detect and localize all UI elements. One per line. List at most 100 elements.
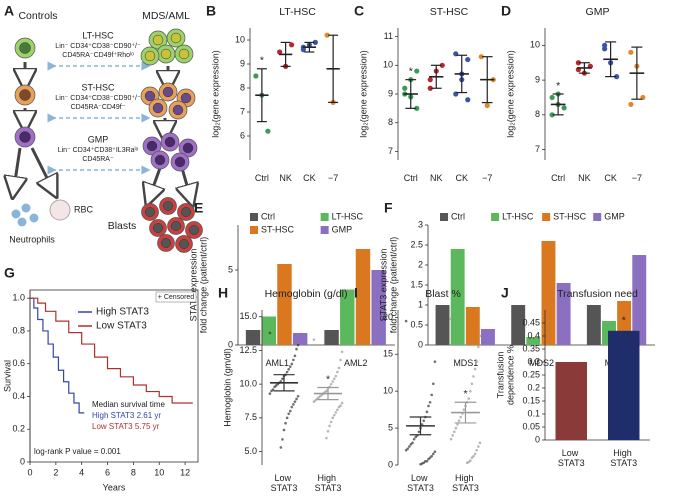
x-tick-label: AML2	[344, 358, 368, 368]
x-tick-label: High STAT3	[452, 473, 479, 493]
data-point	[273, 385, 276, 389]
data-point	[470, 382, 474, 386]
data-point	[329, 420, 333, 424]
data-point	[417, 430, 421, 434]
nucleus	[146, 140, 158, 152]
data-point	[433, 450, 437, 454]
censor-label: + Censored	[158, 294, 194, 301]
y-tick-label: 5	[388, 422, 393, 432]
data-point	[575, 60, 581, 66]
legend-swatch	[250, 226, 258, 234]
x-tick-label: −7	[482, 173, 492, 183]
significance: *	[409, 65, 413, 77]
data-point	[628, 49, 634, 55]
x-tick-label: 2	[53, 467, 58, 477]
chart-title: LT-HSC	[279, 6, 316, 18]
bar	[608, 330, 640, 440]
right-title: MDS/AML	[142, 10, 190, 22]
y-tick-label: 1.5	[410, 279, 423, 289]
x-tick-label: 6	[105, 467, 110, 477]
bar	[340, 289, 355, 345]
data-point	[336, 408, 339, 412]
y-axis-label: Hemoglobin (gm/dl)	[222, 348, 232, 427]
bar	[245, 330, 261, 345]
data-point	[414, 435, 418, 439]
data-point	[337, 405, 341, 409]
nucleus	[19, 131, 31, 143]
significance: *	[326, 373, 330, 385]
y-tick-label: 5	[228, 264, 233, 274]
population-markers: CD45RA⁻	[82, 156, 114, 163]
bar	[541, 241, 556, 345]
y-tick-label: 10	[235, 34, 245, 44]
x-tick-label: Ctrl	[255, 173, 269, 183]
data-point	[331, 416, 334, 420]
x-tick-label: CK	[455, 173, 468, 183]
data-point	[456, 423, 459, 426]
data-point	[462, 408, 466, 411]
data-point	[427, 85, 433, 91]
y-tick-label: 0.6	[12, 358, 25, 368]
data-point	[427, 77, 433, 83]
y-tick-label: 0.4	[12, 391, 25, 401]
censor-box	[155, 291, 197, 303]
data-point	[420, 423, 424, 426]
rbc-cell	[49, 199, 71, 221]
y-tick-label: 8	[535, 109, 540, 119]
data-point	[332, 413, 336, 417]
chart-title: Blast %	[425, 288, 461, 300]
p-value: log-rank P value = 0.001	[34, 447, 121, 456]
population-markers: Lin⁻ CD34⁺CD38⁻CD90⁺/⁻	[55, 43, 141, 50]
data-point	[425, 410, 429, 414]
nucleus	[163, 201, 173, 211]
data-point	[334, 374, 338, 378]
legend-label: Ctrl	[261, 211, 275, 221]
y-axis-label: log₂(gene expression)	[210, 50, 220, 138]
panel-letter: E	[194, 200, 203, 216]
y-tick-label: 0.8	[12, 325, 25, 335]
data-point	[281, 377, 284, 381]
data-point	[614, 74, 620, 80]
y-tick-label: 0.45	[522, 317, 540, 327]
legend-label: ST-HSC	[553, 211, 587, 221]
bar	[324, 330, 339, 345]
data-point	[290, 362, 294, 366]
median-title: Median survival time	[92, 400, 165, 409]
y-tick-label: 0.5	[410, 319, 423, 329]
data-point	[549, 94, 555, 101]
legend-label: GMP	[332, 224, 353, 234]
data-point	[326, 430, 330, 433]
legend-label: Ctrl	[451, 211, 465, 221]
bar	[632, 255, 647, 345]
nucleus	[179, 239, 189, 249]
y-tick-label: 0	[20, 456, 25, 466]
y-tick-label: 10	[383, 386, 393, 396]
y-tick-label: 8	[388, 117, 393, 127]
data-point	[433, 360, 437, 363]
x-tick-label: AML1	[265, 358, 289, 368]
y-axis-label: log₂(gene expression)	[358, 50, 368, 138]
data-point	[469, 389, 472, 393]
data-point	[334, 411, 338, 414]
nucleus	[174, 156, 186, 168]
nucleus	[160, 48, 172, 60]
x-tick-label: CK	[303, 173, 316, 183]
data-point	[439, 62, 445, 68]
nucleus	[180, 92, 192, 104]
data-point	[312, 338, 316, 341]
data-point	[336, 370, 339, 374]
y-tick-label: 0	[418, 339, 423, 349]
panel-letter: I	[354, 285, 358, 301]
panel-letter: A	[4, 3, 14, 19]
y-tick-label: 6	[240, 130, 245, 140]
bar	[450, 249, 465, 345]
nucleus	[162, 86, 174, 98]
legend-label: High STAT3	[96, 307, 149, 318]
y-tick-label: 2.5	[410, 239, 423, 249]
rbc-label: RBC	[74, 204, 94, 214]
y-tick-label: 20	[383, 312, 393, 322]
x-tick-label: Low STAT3	[407, 473, 434, 493]
bar	[435, 305, 450, 345]
bar	[261, 316, 276, 345]
